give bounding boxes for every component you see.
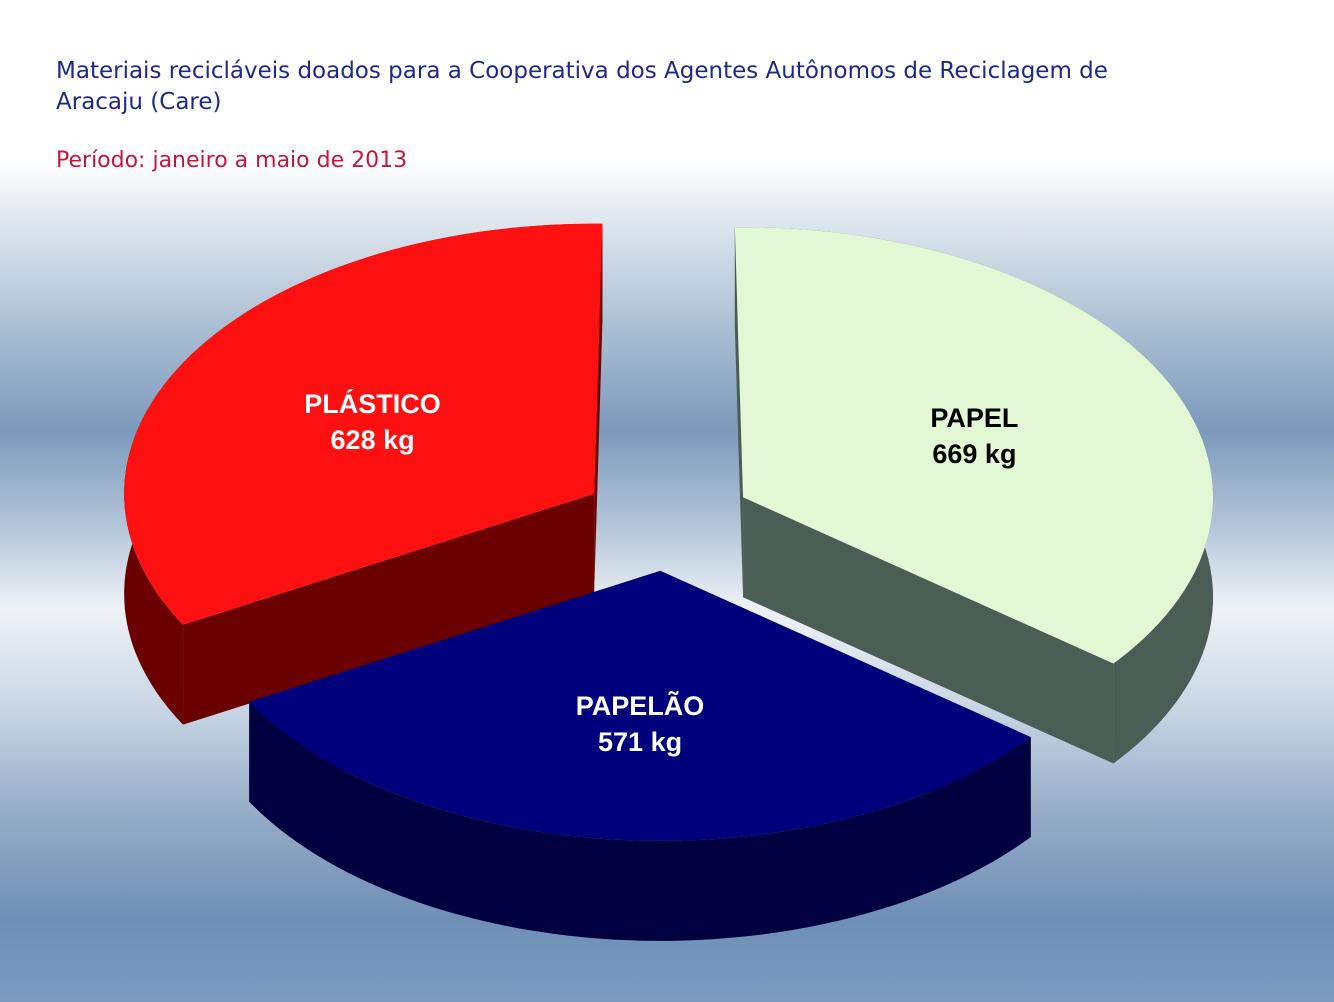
- slice-value-label: 628 kg: [331, 425, 415, 455]
- slice-value-label: 669 kg: [932, 439, 1016, 469]
- slice-value-label: 571 kg: [598, 727, 682, 757]
- chart-subtitle: Período: janeiro a maio de 2013: [56, 148, 408, 173]
- slice-top: [124, 223, 603, 625]
- slice-face: [183, 493, 595, 725]
- slice-papel: PAPEL 669 kg: [734, 227, 1214, 764]
- slice-label: PLÁSTICO: [304, 388, 441, 419]
- slice-side: [249, 701, 1031, 941]
- chart-title: Materiais recicláveis doados para a Coop…: [56, 58, 1108, 115]
- slice-top: [734, 227, 1214, 664]
- slice-label: PAPEL: [930, 403, 1018, 433]
- slice-face: [743, 497, 1114, 764]
- slice-plástico: PLÁSTICO 628 kg: [124, 223, 603, 725]
- slice-papelão: PAPELÃO 571 kg: [249, 570, 1031, 941]
- slice-label: PAPELÃO: [576, 690, 705, 721]
- slice-top: [249, 570, 1031, 841]
